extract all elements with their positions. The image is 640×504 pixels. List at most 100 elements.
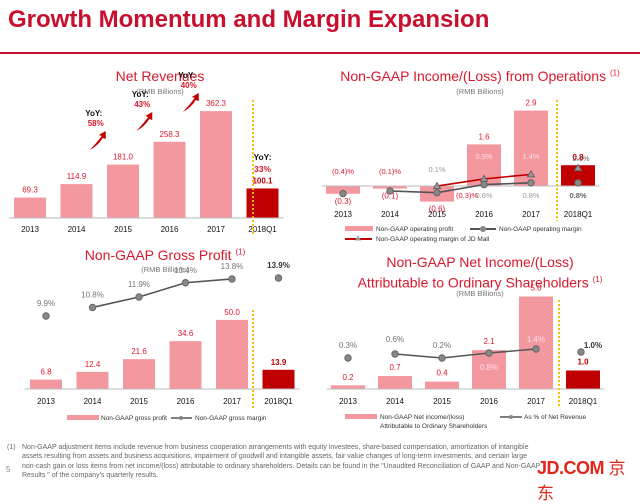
mall-margin-label-2018Q1: 2.1% <box>572 154 589 163</box>
tick-label-2015: 2015 <box>433 397 451 406</box>
net-margin-label-2017: 1.4% <box>527 335 545 344</box>
bar-2016 <box>153 141 186 218</box>
data-label-2016: 1.6 <box>478 132 490 141</box>
gross-profit-title: Non-GAAP Gross Profit (1) <box>20 247 310 263</box>
data-label-2018Q1: 0.8 <box>572 153 584 162</box>
op-income-title-sup: (1) <box>609 68 620 78</box>
yoy-label: YoY: <box>132 90 149 99</box>
operating-margin-point-2018Q1 <box>574 179 582 187</box>
tick-label-2017: 2017 <box>207 225 225 234</box>
operating-margin-line <box>389 182 532 194</box>
bar-2015 <box>123 359 155 389</box>
mall-margin-point-2016 <box>479 174 489 182</box>
legend-marker-mall-margin <box>355 235 361 241</box>
bar-2017 <box>216 319 248 389</box>
tick-label-2016: 2016 <box>177 397 195 406</box>
yoy-label: YoY: <box>253 152 271 162</box>
legend-label-net-income-line2: Attributable to Ordinary Shareholders <box>380 423 488 430</box>
data-label-2015: 21.6 <box>131 347 147 356</box>
mall-margin-point-2017 <box>526 169 536 178</box>
gross-margin-point-2016 <box>181 279 190 287</box>
yoy-value: 58% <box>88 119 104 128</box>
legend-label-operating-margin: Non-GAAP operating margin <box>499 226 582 233</box>
data-label-2013: 6.8 <box>40 368 52 377</box>
net-margin-label-2015: 0.2% <box>433 341 451 350</box>
legend-swatch-gross-profit <box>67 415 99 420</box>
legend-label-mall-margin: Non-GAAP operating margin of JD Mall <box>376 236 490 243</box>
net-margin-point-2018Q1 <box>577 348 585 356</box>
margin-label-2013: (0.4)% <box>332 167 354 176</box>
bar-2014 <box>76 371 109 389</box>
net-revenues-chart: 2013 2014 2015 2016 2017 2018Q1 69.3 114.9 181.0… <box>8 71 284 236</box>
tick-label-2013: 2013 <box>37 397 55 406</box>
legend-marker-operating-margin <box>480 226 486 232</box>
tick-label-2018Q1: 2018Q1 <box>569 397 598 406</box>
tick-label-2018Q1: 2018Q1 <box>264 397 293 406</box>
yoy-value: 43% <box>134 100 150 109</box>
margin-label-2014: (0.1)% <box>379 167 401 176</box>
bar-2015 <box>425 381 459 389</box>
net-margin-point-2014 <box>391 350 399 358</box>
net-margin-point-2015 <box>438 354 446 362</box>
data-label-2015: 181.0 <box>113 153 134 162</box>
net-margin-label-2014: 0.6% <box>386 335 404 344</box>
bar-2014 <box>60 184 93 218</box>
bar-2013 <box>30 379 62 389</box>
bar-2018Q1 <box>246 188 279 218</box>
net-margin-point-2017 <box>532 345 540 353</box>
net-income-title: Non-GAAP Net Income/(Loss) Attributable t… <box>330 254 630 292</box>
operating-margin-point-2015 <box>433 189 441 197</box>
data-label-2016: 2.1 <box>483 337 495 346</box>
data-label-2014: 12.4 <box>85 360 101 369</box>
data-label-2014: 114.9 <box>67 172 87 181</box>
gross-margin-label-2014: 10.8% <box>81 290 104 299</box>
mall-margin-label-2015: 0.1% <box>428 165 445 174</box>
margin-label-2018Q1: 0.8% <box>569 191 586 200</box>
net-income-chart: 2013 2014 2015 2016 2017 2018Q1 0.2 0.7 0.4 2.1 5.… <box>326 284 605 430</box>
net-margin-point-2016 <box>485 349 493 357</box>
net-revenues-unit: (RMB Billions) <box>136 87 184 96</box>
tick-label-2014: 2014 <box>386 397 404 406</box>
legend-label-net-income: Non-GAAP Net income/(loss) <box>380 414 464 421</box>
tick-label-2014: 2014 <box>381 210 399 219</box>
tick-label-2013: 2013 <box>21 225 39 234</box>
title-divider <box>0 52 640 54</box>
net-income-title-sup: (1) <box>592 275 603 284</box>
operating-margin-point-2013 <box>339 189 347 198</box>
tick-label-2017: 2017 <box>223 397 241 406</box>
yoy-value: 40% <box>181 81 197 90</box>
data-label-2015: 0.4 <box>436 369 448 378</box>
legend-label-net-margin: As % of Net Revenue <box>524 414 587 421</box>
bar-2014 <box>378 376 412 389</box>
gross-profit-title-sup: (1) <box>235 247 246 257</box>
tick-label-2018Q1: 2018Q1 <box>248 225 277 234</box>
tick-label-2018Q1: 2018Q1 <box>564 210 593 219</box>
data-label-2013: (0.3) <box>335 197 352 206</box>
legend-label-gross-profit: Non-GAAP gross profit <box>101 415 167 422</box>
gross-margin-label-2018Q1: 13.9% <box>267 261 290 270</box>
mall-margin-label-2017: 1.4% <box>522 152 539 161</box>
mall-margin-point-2018Q1 <box>573 163 583 172</box>
tick-label-2016: 2016 <box>480 397 498 406</box>
bar-2013 <box>326 186 360 194</box>
tick-label-2014: 2014 <box>84 397 102 406</box>
gross-profit-unit: (RMB Billions) <box>141 265 189 274</box>
data-label-2014: 0.7 <box>389 363 401 372</box>
gross-margin-point-2015 <box>135 293 143 301</box>
op-income-chart: 2013 2014 2015 2016 2017 2018Q1 (0.3) (0.1) (0.6… <box>321 99 600 243</box>
gross-margin-label-2015: 11.9% <box>128 280 150 289</box>
jd-logo: JD.COM 京东 <box>537 454 640 504</box>
bar-2015 <box>107 164 139 218</box>
bar-2018Q1 <box>566 370 600 389</box>
bar-2018Q1 <box>262 369 295 389</box>
tick-label-2013: 2013 <box>339 397 357 406</box>
footnote-text: Non-GAAP adjustment items include revenu… <box>22 444 541 479</box>
page-number: 5 <box>6 465 11 474</box>
growth-arrow-icon <box>182 93 199 112</box>
data-label-2018Q1: 1.0 <box>577 358 589 367</box>
data-label-2015: (0.6) <box>429 205 446 214</box>
gross-margin-point-2017 <box>228 275 236 283</box>
net-income-unit: (RMB Billions) <box>456 289 504 298</box>
data-label-2017: 2.9 <box>525 99 537 108</box>
op-income-title: Non-GAAP Income/(Loss) from Operations (… <box>330 68 630 84</box>
